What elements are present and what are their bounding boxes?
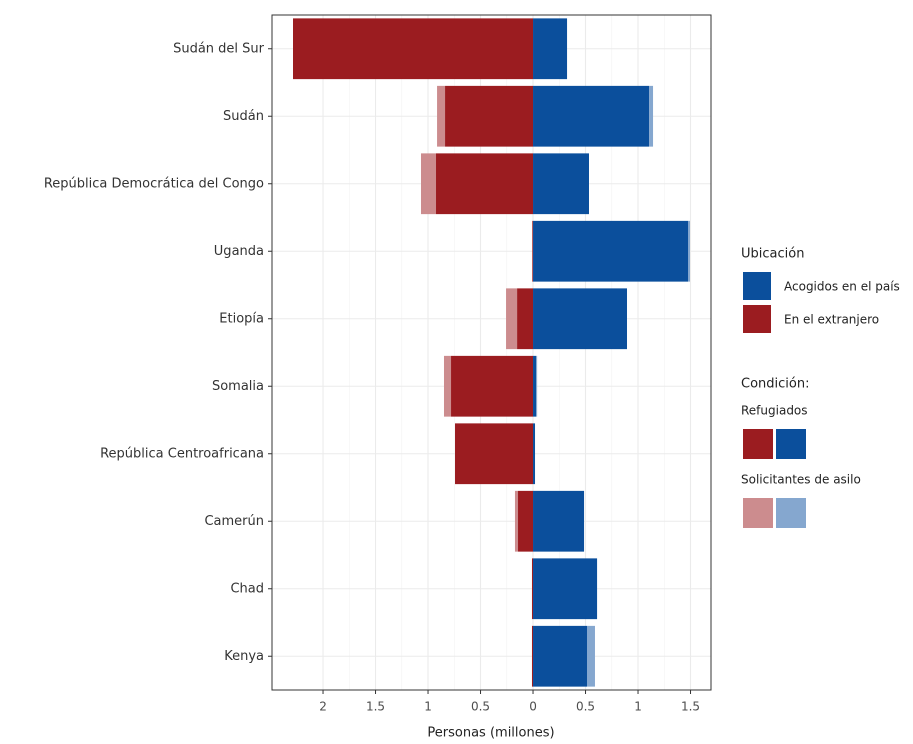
bar bbox=[451, 355, 534, 417]
bar bbox=[532, 220, 534, 282]
bar bbox=[533, 288, 628, 350]
bar bbox=[437, 85, 446, 147]
x-tick-label: 0.5 bbox=[471, 700, 490, 714]
bar bbox=[445, 85, 534, 147]
x-tick-label: 1 bbox=[424, 700, 432, 714]
bar bbox=[531, 625, 534, 687]
bar bbox=[420, 153, 437, 215]
legend-swatch bbox=[776, 429, 806, 459]
y-tick-label: Camerún bbox=[204, 514, 264, 529]
y-tick-label: Sudán bbox=[223, 109, 264, 124]
y-tick-label: República Democrática del Congo bbox=[44, 176, 264, 191]
bar bbox=[292, 18, 534, 80]
panel-border bbox=[271, 14, 712, 691]
legend-label: Acogidos en el país bbox=[784, 280, 900, 294]
x-axis-label: Personas (millones) bbox=[427, 726, 554, 741]
legend-swatch bbox=[743, 429, 773, 459]
bar bbox=[506, 288, 518, 350]
bar bbox=[533, 355, 537, 417]
y-tick-label: Chad bbox=[230, 581, 264, 596]
y-tick-label: República Centroafricana bbox=[100, 446, 264, 461]
legend-label: En el extranjero bbox=[784, 313, 879, 327]
bar bbox=[536, 355, 538, 417]
y-tick-label: Etiopía bbox=[219, 311, 264, 326]
legend-swatch bbox=[743, 305, 771, 333]
bar bbox=[443, 355, 452, 417]
bar bbox=[533, 558, 598, 620]
legend-swatch bbox=[743, 498, 773, 528]
legend-title: Condición: bbox=[741, 377, 809, 392]
x-tick-label: 0.5 bbox=[576, 700, 595, 714]
bar bbox=[514, 490, 519, 552]
bar bbox=[533, 85, 650, 147]
y-tick-label: Somalia bbox=[212, 379, 264, 394]
y-tick-label: Sudán del Sur bbox=[173, 41, 265, 56]
legend-title: Ubicación bbox=[741, 247, 804, 262]
legend-swatch bbox=[776, 498, 806, 528]
bar bbox=[533, 220, 689, 282]
bar bbox=[531, 558, 534, 620]
x-tick-label: 0 bbox=[529, 700, 537, 714]
bar bbox=[517, 288, 534, 350]
legend-swatch bbox=[743, 272, 771, 300]
bar bbox=[436, 153, 534, 215]
bar bbox=[518, 490, 534, 552]
x-tick-label: 1 bbox=[634, 700, 642, 714]
x-tick-label: 2 bbox=[319, 700, 327, 714]
bar bbox=[533, 18, 568, 80]
bar bbox=[688, 220, 691, 282]
legend-label: Refugiados bbox=[741, 404, 808, 418]
bar bbox=[533, 625, 587, 687]
legend-label: Solicitantes de asilo bbox=[741, 473, 861, 487]
y-tick-label: Uganda bbox=[214, 244, 264, 259]
x-tick-label: 1.5 bbox=[366, 700, 385, 714]
x-tick-label: 1.5 bbox=[681, 700, 700, 714]
y-tick-label: Kenya bbox=[224, 649, 264, 664]
bar bbox=[649, 85, 654, 147]
bar bbox=[533, 490, 585, 552]
bar bbox=[455, 423, 534, 485]
bar bbox=[533, 153, 589, 215]
bar bbox=[533, 423, 536, 485]
bar bbox=[586, 625, 595, 687]
